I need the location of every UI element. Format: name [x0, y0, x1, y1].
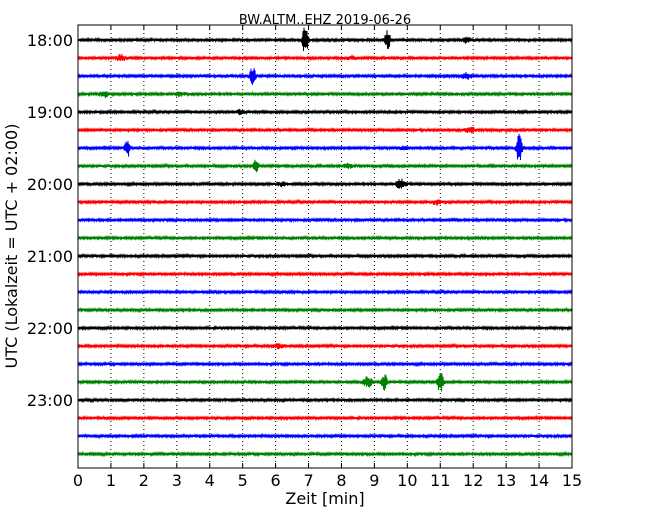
- trace-2100: [77, 252, 573, 260]
- x-tick-label: 1: [106, 471, 116, 490]
- x-tick-label: 7: [303, 471, 313, 490]
- trace-1915: [77, 126, 573, 134]
- axes: 0 1 2 3 4 5 6 7 8 9 10 11 12 13 14 1518:0019:0020:0021:…: [27, 25, 582, 490]
- trace-2330: [77, 432, 573, 440]
- x-tick-label: 14: [529, 471, 549, 490]
- trace-2315: [77, 414, 573, 422]
- trace-1945: [77, 159, 573, 173]
- trace-1815: [77, 53, 573, 62]
- trace-2145: [77, 306, 573, 314]
- x-tick-label: 9: [369, 471, 379, 490]
- y-tick-label: 22:00: [27, 319, 73, 338]
- trace-2000: [77, 178, 573, 189]
- x-tick-label: 4: [205, 471, 215, 490]
- trace-2200: [77, 324, 573, 332]
- plot-frame: [77, 24, 573, 469]
- y-tick-label: 19:00: [27, 103, 73, 122]
- x-tick-label: 8: [336, 471, 346, 490]
- x-tick-label: 2: [139, 471, 149, 490]
- x-tick-label: 10: [397, 471, 417, 490]
- x-tick-label: 13: [496, 471, 516, 490]
- trace-2215: [77, 342, 573, 350]
- trace-2345: [77, 450, 573, 458]
- trace-2045: [77, 234, 573, 242]
- trace-1930: [77, 133, 573, 161]
- trace-2245: [77, 373, 573, 392]
- chart-title: BW.ALTM..EHZ 2019-06-26: [239, 13, 411, 28]
- trace-2015: [77, 198, 573, 206]
- trace-2300: [77, 396, 573, 404]
- x-tick-label: 3: [172, 471, 182, 490]
- y-tick-label: 18:00: [27, 31, 73, 50]
- trace-1830: [77, 68, 573, 85]
- x-tick-label: 6: [271, 471, 281, 490]
- trace-2230: [77, 360, 573, 368]
- trace-1800: [77, 27, 573, 51]
- x-tick-label: 12: [463, 471, 483, 490]
- x-axis-label: Zeit [min]: [285, 489, 364, 508]
- x-tick-label: 0: [73, 471, 83, 490]
- trace-1845: [77, 90, 573, 99]
- trace-1900: [77, 108, 573, 116]
- x-tick-label: 11: [430, 471, 450, 490]
- x-tick-label: 15: [562, 471, 582, 490]
- trace-2130: [77, 288, 573, 296]
- y-tick-label: 23:00: [27, 391, 73, 410]
- trace-2115: [77, 270, 573, 278]
- helicorder-traces: [77, 27, 573, 458]
- y-tick-label: 20:00: [27, 175, 73, 194]
- x-tick-label: 5: [238, 471, 248, 490]
- y-tick-label: 21:00: [27, 247, 73, 266]
- y-axis-label: UTC (Lokalzeit = UTC + 02:00): [2, 124, 21, 369]
- trace-2030: [77, 216, 573, 224]
